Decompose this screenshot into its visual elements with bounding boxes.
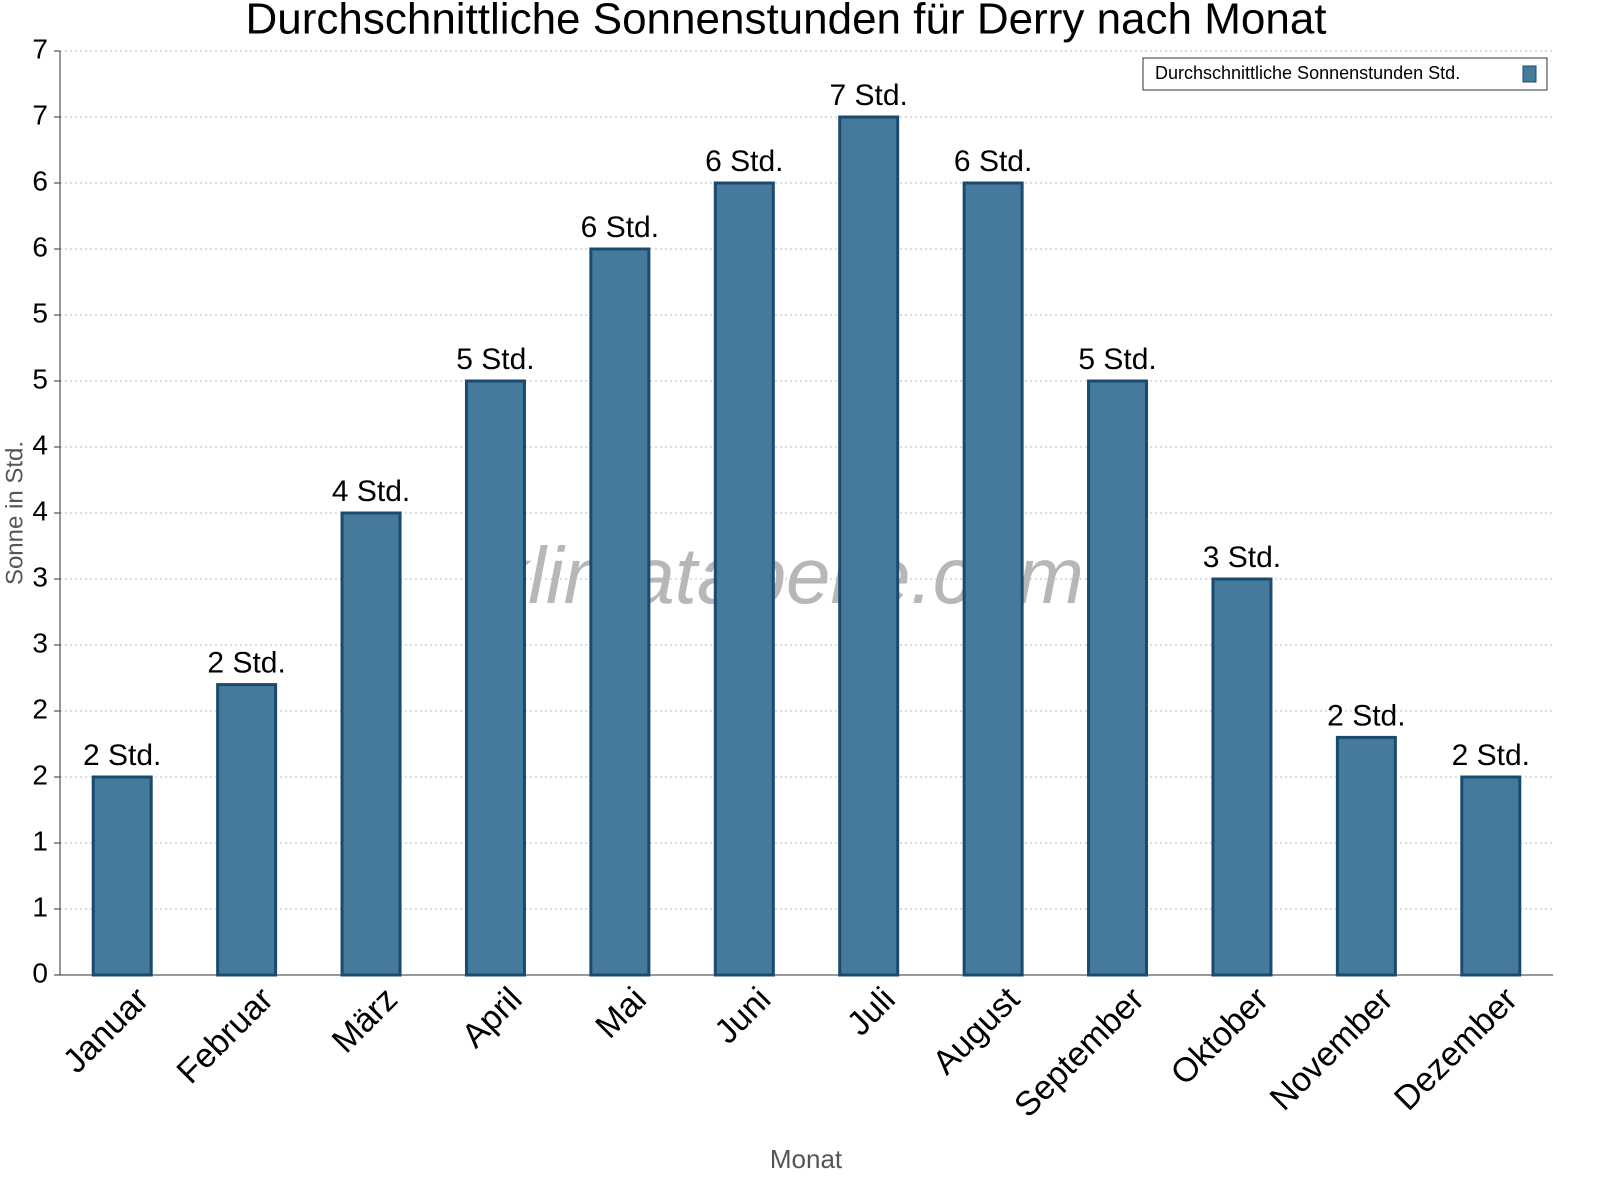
- x-tick-label: Dezember: [1387, 980, 1525, 1118]
- y-tick-label: 3: [32, 561, 48, 592]
- y-tick-label: 5: [32, 363, 48, 394]
- value-label: 4 Std.: [332, 475, 410, 508]
- bar: [340, 511, 402, 977]
- value-label: 2 Std.: [83, 739, 161, 772]
- y-tick-label: 2: [32, 759, 48, 790]
- value-label: 5 Std.: [1078, 343, 1156, 376]
- bar: [216, 683, 278, 977]
- x-tick-label: Februar: [170, 980, 281, 1091]
- value-label: 5 Std.: [456, 343, 534, 376]
- value-label: 3 Std.: [1203, 541, 1281, 574]
- value-label: 6 Std.: [954, 145, 1032, 178]
- bar: [464, 379, 526, 977]
- y-tick-label: 3: [32, 627, 48, 658]
- bar: [962, 181, 1024, 977]
- x-tick-label: März: [325, 980, 405, 1060]
- legend-box: [1142, 57, 1548, 91]
- y-tick-label: 4: [32, 495, 48, 526]
- bar: [1211, 577, 1273, 977]
- bar: [713, 181, 775, 977]
- bar: [838, 115, 900, 977]
- y-axis-label: Sonne in Std.: [1, 441, 28, 585]
- y-tick-label: 4: [32, 429, 48, 460]
- bar: [589, 247, 651, 977]
- y-tick-label: 5: [32, 297, 48, 328]
- x-tick-label: November: [1263, 980, 1401, 1118]
- legend-label: Durchschnittliche Sonnenstunden Std.: [1155, 63, 1460, 83]
- bar: [91, 775, 153, 977]
- legend-swatch: [1522, 65, 1537, 83]
- bar: [1460, 775, 1522, 977]
- y-tick-label: 2: [32, 693, 48, 724]
- value-label: 6 Std.: [581, 211, 659, 244]
- x-tick-label: Juli: [840, 980, 903, 1043]
- y-tick-label: 7: [32, 99, 48, 130]
- x-tick-label: Oktober: [1164, 980, 1276, 1092]
- value-label: 2 Std.: [1452, 739, 1530, 772]
- value-label: 6 Std.: [705, 145, 783, 178]
- y-tick-label: 6: [32, 165, 48, 196]
- value-label: 2 Std.: [1327, 699, 1405, 732]
- x-tick-label: Juni: [707, 980, 778, 1051]
- x-tick-label: April: [454, 980, 529, 1055]
- y-tick-label: 7: [32, 33, 48, 64]
- y-tick-label: 6: [32, 231, 48, 262]
- x-tick-label: Mai: [588, 980, 654, 1046]
- x-tick-label: Januar: [56, 980, 156, 1080]
- x-tick-label: August: [925, 980, 1027, 1082]
- value-label: 7 Std.: [830, 79, 908, 112]
- y-tick-label: 1: [32, 891, 48, 922]
- y-tick-label: 1: [32, 825, 48, 856]
- bar: [1335, 735, 1397, 977]
- x-tick-label: September: [1007, 980, 1151, 1124]
- y-tick-label: 0: [32, 957, 48, 988]
- x-axis-label: Monat: [770, 1144, 843, 1174]
- value-label: 2 Std.: [207, 647, 285, 680]
- chart-title: Durchschnittliche Sonnenstunden für Derr…: [245, 0, 1326, 44]
- bar: [1087, 379, 1149, 977]
